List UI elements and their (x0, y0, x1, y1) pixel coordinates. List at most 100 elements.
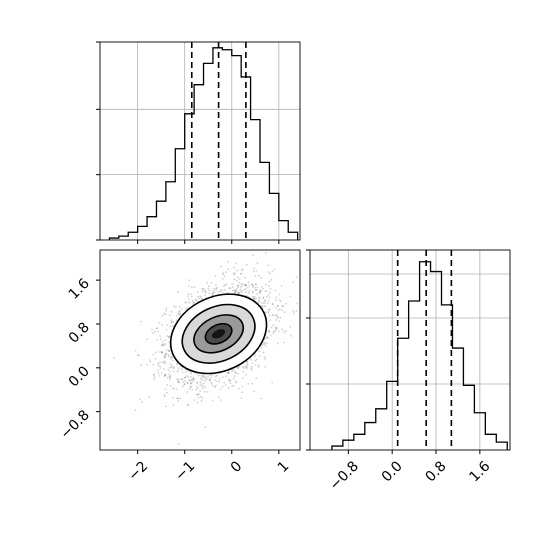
scatter-point (234, 292, 237, 294)
scatter-point (251, 283, 254, 286)
scatter-point (252, 270, 255, 272)
histogram-y-panel: −0.8 0.0 0.8 1.6 (306, 249, 511, 494)
scatter-point (172, 396, 174, 399)
scatter-point (251, 291, 254, 294)
scatter-point (264, 300, 267, 303)
scatter-point (164, 373, 167, 376)
scatter-point (237, 284, 240, 287)
scatter-point (262, 296, 265, 299)
scatter-point (279, 308, 281, 310)
scatter-point (168, 349, 170, 352)
scatter-point (271, 314, 274, 316)
scatter-point (264, 365, 267, 368)
scatter-point (139, 398, 142, 401)
scatter-point (156, 338, 159, 341)
scatter-point (268, 314, 271, 317)
scatter-point (177, 379, 179, 382)
scatter-point (228, 378, 230, 381)
scatter-point (168, 336, 170, 339)
scatter-point (158, 322, 161, 324)
scatter-point (216, 286, 218, 289)
scatter-point (274, 299, 277, 302)
scatter-point (169, 325, 172, 328)
scatter-point (190, 295, 193, 298)
scatter-point (164, 313, 167, 316)
scatter-point (209, 379, 212, 382)
scatter-point (254, 274, 257, 277)
scatter-point (240, 289, 243, 292)
scatter-point (290, 335, 292, 337)
scatter-point (187, 295, 189, 298)
scatter-point (281, 305, 284, 307)
scatter-point (165, 309, 168, 312)
scatter-point (160, 338, 162, 340)
scatter-point (234, 380, 237, 383)
scatter-point (214, 386, 217, 389)
scatter-point (170, 321, 173, 324)
scatter-point (149, 360, 152, 363)
scatter-point (137, 354, 140, 357)
scatter-point (228, 379, 231, 382)
scatter-point (175, 314, 178, 317)
scatter-point (277, 317, 279, 319)
scatter-point (267, 311, 270, 314)
scatter-point (248, 292, 250, 294)
scatter-point (273, 268, 276, 271)
scatter-point (271, 270, 274, 273)
scatter-point (266, 295, 268, 298)
scatter-point (209, 379, 211, 382)
scatter-point (220, 265, 222, 268)
scatter-point (261, 305, 264, 307)
scatter-point (240, 269, 243, 272)
scatter-point (152, 353, 155, 356)
scatter-point (247, 383, 250, 385)
scatter-point (239, 365, 241, 368)
scatter-point (241, 385, 244, 388)
scatter-point (211, 292, 214, 295)
scatter-point (235, 262, 238, 265)
scatter-point (240, 291, 243, 294)
scatter-point (189, 385, 192, 388)
scatter-point (201, 297, 203, 300)
scatter-point (177, 400, 180, 402)
scatter-point (245, 367, 248, 370)
scatter-point (241, 377, 244, 379)
scatter-point (204, 426, 207, 429)
scatter-point (185, 370, 188, 373)
scatter-point (151, 328, 153, 331)
scatter-point (165, 353, 168, 356)
scatter-point (185, 307, 187, 309)
scatter-point (190, 286, 193, 289)
scatter-point (170, 321, 173, 323)
scatter-point (289, 325, 292, 328)
scatter-point (219, 290, 222, 293)
scatter-point (214, 375, 217, 378)
scatter-point (262, 351, 265, 354)
scatter-point (185, 301, 188, 304)
scatter-point (202, 287, 205, 290)
scatter-point (168, 350, 171, 352)
scatter-point (235, 290, 237, 293)
scatter-point (258, 355, 261, 358)
scatter-point (235, 381, 238, 384)
scatter-point (187, 376, 190, 378)
scatter-point (162, 361, 165, 364)
scatter-point (276, 304, 279, 307)
scatter-point (188, 388, 191, 390)
scatter-point (136, 354, 139, 357)
x-tick-label: 0 (228, 458, 246, 476)
scatter-point (139, 320, 142, 323)
scatter-point (188, 298, 191, 300)
2d-density-panel: −2 −1 0 1 −0.8 0.0 0.8 1.6 (57, 249, 301, 484)
scatter-point (186, 381, 189, 384)
scatter-point (253, 295, 256, 298)
scatter-point (163, 355, 166, 358)
scatter-point (174, 306, 177, 308)
scatter-point (165, 328, 168, 331)
scatter-point (233, 266, 236, 269)
scatter-point (179, 397, 181, 400)
scatter-point (237, 292, 240, 295)
scatter-point (155, 327, 158, 330)
scatter-point (264, 338, 266, 341)
